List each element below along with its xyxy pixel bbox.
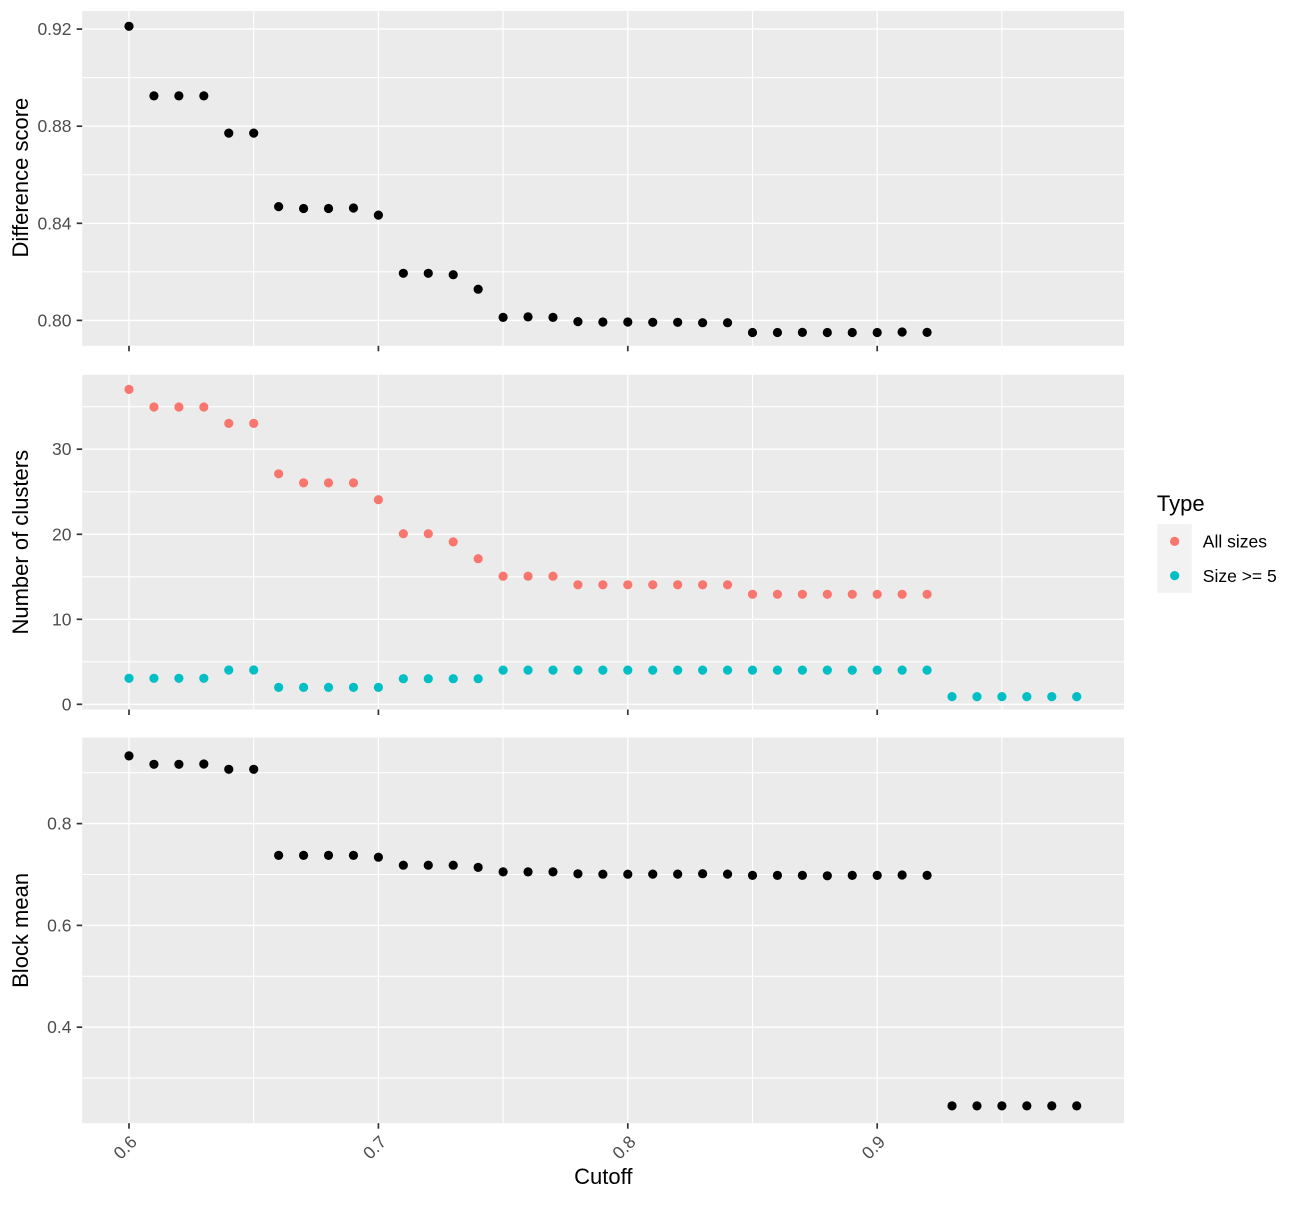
- svg-text:Cutoff: Cutoff: [574, 1164, 633, 1189]
- svg-text:Type: Type: [1157, 491, 1205, 516]
- svg-text:Block mean: Block mean: [8, 873, 33, 988]
- svg-text:0.8: 0.8: [47, 814, 71, 834]
- svg-text:0.4: 0.4: [47, 1017, 72, 1037]
- svg-text:30: 30: [52, 439, 72, 459]
- svg-text:0: 0: [62, 694, 72, 714]
- svg-text:20: 20: [52, 524, 72, 544]
- svg-text:10: 10: [52, 609, 72, 629]
- svg-text:0.84: 0.84: [37, 213, 71, 233]
- svg-text:0.92: 0.92: [37, 19, 71, 39]
- svg-text:Difference score: Difference score: [8, 98, 33, 258]
- svg-text:All sizes: All sizes: [1203, 532, 1267, 552]
- svg-text:0.88: 0.88: [37, 116, 71, 136]
- svg-text:Size >= 5: Size >= 5: [1203, 566, 1277, 586]
- svg-text:Number of clusters: Number of clusters: [8, 450, 33, 635]
- svg-text:0.80: 0.80: [37, 310, 71, 330]
- svg-text:0.6: 0.6: [47, 915, 71, 935]
